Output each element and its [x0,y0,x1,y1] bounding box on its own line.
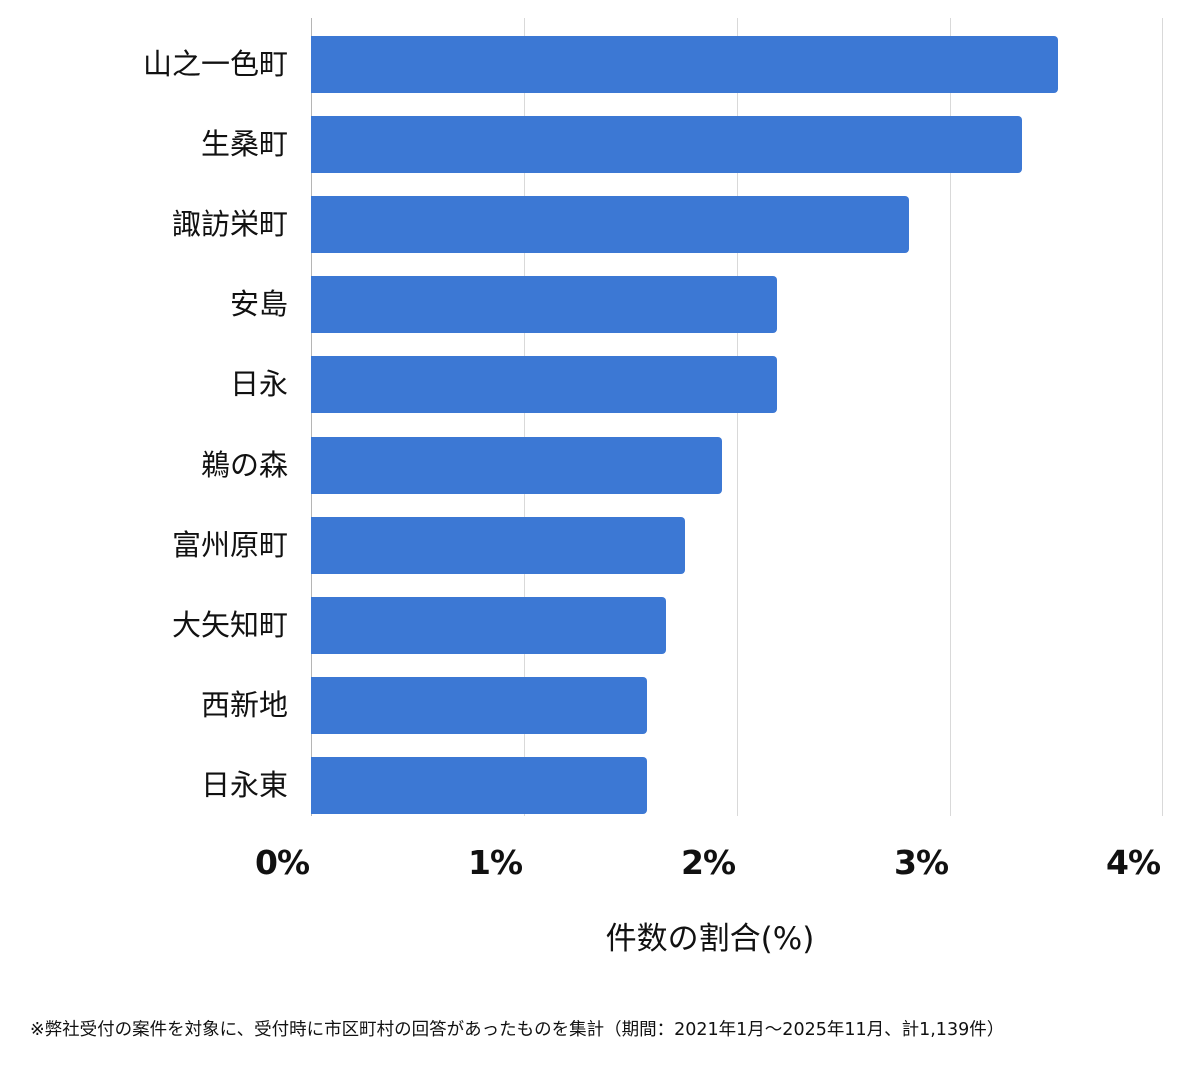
plot-area [311,18,1163,816]
gridline-1 [524,18,525,816]
bar [311,356,777,414]
bar [311,596,667,654]
category-label: 日永 [229,367,288,402]
bar [311,276,777,334]
category-label: 安島 [229,287,288,322]
category-label: 富州原町 [171,527,288,562]
x-tick-label: 4% [1105,843,1161,882]
gridline-2 [737,18,738,816]
category-label: 鵜の森 [200,447,288,482]
gridline-4 [1162,18,1163,816]
category-label: 山之一色町 [142,47,288,81]
bar [311,436,722,494]
bar [311,116,1022,174]
category-label: 西新地 [200,687,288,722]
footnote: ※弊社受付の案件を対象に、受付時に市区町村の回答があったものを集計（期間：202… [30,1020,1005,1040]
category-label: 日永東 [200,767,288,802]
category-label: 大矢知町 [171,607,288,642]
x-tick-label: 1% [467,843,523,882]
bar [311,196,909,254]
bar [311,756,648,814]
bar [311,516,686,574]
bar [311,36,1058,93]
bar [311,676,648,734]
category-label: 生桑町 [200,127,288,162]
gridline-3 [950,18,951,816]
x-tick-label: 0% [254,843,310,882]
x-tick-label: 2% [680,843,736,882]
x-axis-title: 件数の割合(%) [605,921,815,957]
y-axis-line [311,18,312,816]
x-tick-label: 3% [893,843,949,882]
category-label: 諏訪栄町 [171,207,288,242]
